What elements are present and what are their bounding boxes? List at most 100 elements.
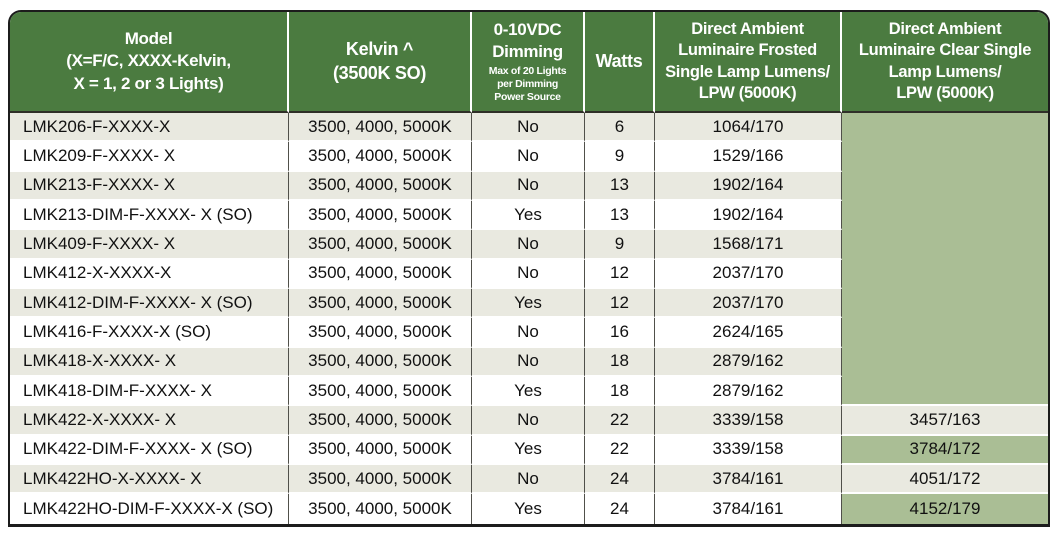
clear-lumens-merged-empty-cell	[842, 113, 1048, 407]
frosted-lumens-cell: 2037/170	[655, 259, 842, 290]
model-cell: LMK422HO-DIM-F-XXXX-X (SO)	[10, 494, 289, 524]
clear-lumens-cell: 4152/179	[842, 494, 1048, 524]
col-header-model-label: Model (X=F/C, XXXX-Kelvin, X = 1, 2 or 3…	[66, 29, 231, 93]
watts-cell: 13	[585, 201, 655, 231]
kelvin-cell: 3500, 4000, 5000K	[289, 171, 472, 202]
table-row: LMK422-X-XXXX- X 3500, 4000, 5000K No 22 333…	[10, 406, 1048, 436]
clear-lumens-cell: 4051/172	[842, 465, 1048, 495]
dimming-cell: No	[472, 171, 585, 202]
watts-cell: 18	[585, 377, 655, 407]
model-cell: LMK422-X-XXXX- X	[10, 406, 289, 436]
table-row: LMK422HO-X-XXXX- X 3500, 4000, 5000K No 24 3…	[10, 465, 1048, 495]
dimming-cell: No	[472, 318, 585, 348]
watts-cell: 16	[585, 318, 655, 348]
dimming-cell: No	[472, 259, 585, 290]
frosted-lumens-cell: 3784/161	[655, 494, 842, 524]
frosted-lumens-cell: 3339/158	[655, 406, 842, 436]
dimming-cell: Yes	[472, 435, 585, 466]
table-row: LMK412-X-XXXX-X 3500, 4000, 5000K No 12 2037…	[10, 259, 1048, 290]
col-header-kelvin-label: Kelvin ^ (3500K SO)	[332, 39, 427, 83]
kelvin-cell: 3500, 4000, 5000K	[289, 113, 472, 143]
col-header-kelvin: Kelvin ^ (3500K SO)	[289, 12, 472, 113]
table-row: LMK209-F-XXXX- X 3500, 4000, 5000K No 9 1529…	[10, 142, 1048, 172]
dimming-cell: No	[472, 230, 585, 260]
model-cell: LMK422HO-X-XXXX- X	[10, 465, 289, 495]
col-header-watts: Watts	[585, 12, 655, 113]
kelvin-cell: 3500, 4000, 5000K	[289, 435, 472, 466]
spec-table: Model (X=F/C, XXXX-Kelvin, X = 1, 2 or 3…	[8, 10, 1050, 527]
table-row: LMK418-X-XXXX- X 3500, 4000, 5000K No 18 287…	[10, 347, 1048, 378]
col-header-dimming: 0-10VDC Dimming Max of 20 Lights per Dim…	[472, 12, 585, 113]
watts-cell: 9	[585, 142, 655, 172]
table-row: LMK213-DIM-F-XXXX- X (SO) 3500, 4000, 500…	[10, 201, 1048, 231]
frosted-lumens-cell: 1902/164	[655, 171, 842, 202]
table-row: LMK416-F-XXXX-X (SO) 3500, 4000, 5000K No 1…	[10, 318, 1048, 348]
table-row: LMK422-DIM-F-XXXX- X (SO) 3500, 4000, 500…	[10, 435, 1048, 466]
watts-cell: 13	[585, 171, 655, 202]
frosted-lumens-cell: 3339/158	[655, 435, 842, 466]
col-header-model: Model (X=F/C, XXXX-Kelvin, X = 1, 2 or 3…	[10, 12, 289, 113]
kelvin-cell: 3500, 4000, 5000K	[289, 230, 472, 260]
watts-cell: 12	[585, 259, 655, 290]
model-cell: LMK418-X-XXXX- X	[10, 347, 289, 378]
kelvin-cell: 3500, 4000, 5000K	[289, 465, 472, 495]
watts-cell: 22	[585, 406, 655, 436]
dimming-cell: No	[472, 406, 585, 436]
frosted-lumens-cell: 1064/170	[655, 113, 842, 143]
col-header-dimming-note: Max of 20 Lights per Dimming Power Sourc…	[488, 64, 567, 104]
watts-cell: 12	[585, 289, 655, 319]
col-header-clear-lumens-label: Direct Ambient Luminaire Clear Single La…	[858, 20, 1032, 102]
model-cell: LMK213-F-XXXX- X	[10, 171, 289, 202]
col-header-dimming-label: 0-10VDC Dimming	[492, 19, 563, 61]
model-cell: LMK416-F-XXXX-X (SO)	[10, 318, 289, 348]
model-cell: LMK412-DIM-F-XXXX- X (SO)	[10, 289, 289, 319]
frosted-lumens-cell: 1529/166	[655, 142, 842, 172]
frosted-lumens-cell: 2624/165	[655, 318, 842, 348]
kelvin-cell: 3500, 4000, 5000K	[289, 406, 472, 436]
kelvin-cell: 3500, 4000, 5000K	[289, 377, 472, 407]
clear-lumens-cell: 3457/163	[842, 406, 1048, 436]
watts-cell: 6	[585, 113, 655, 143]
table-row: LMK422HO-DIM-F-XXXX-X (SO) 3500, 4000, 50…	[10, 494, 1048, 524]
col-header-watts-label: Watts	[595, 50, 643, 71]
frosted-lumens-cell: 2037/170	[655, 289, 842, 319]
table-body: LMK206-F-XXXX-X 3500, 4000, 5000K No 6 1064/…	[10, 113, 1048, 524]
table-header: Model (X=F/C, XXXX-Kelvin, X = 1, 2 or 3…	[10, 12, 1048, 113]
watts-cell: 24	[585, 465, 655, 495]
table-row: LMK213-F-XXXX- X 3500, 4000, 5000K No 13 190…	[10, 171, 1048, 202]
dimming-cell: No	[472, 113, 585, 143]
model-cell: LMK206-F-XXXX-X	[10, 113, 289, 143]
clear-lumens-cell: 3784/172	[842, 435, 1048, 466]
dimming-cell: Yes	[472, 377, 585, 407]
table-row: LMK418-DIM-F-XXXX- X 3500, 4000, 5000K Yes…	[10, 377, 1048, 407]
watts-cell: 22	[585, 435, 655, 466]
kelvin-cell: 3500, 4000, 5000K	[289, 318, 472, 348]
luminaire-spec-table: Model (X=F/C, XXXX-Kelvin, X = 1, 2 or 3…	[10, 12, 1048, 524]
kelvin-cell: 3500, 4000, 5000K	[289, 201, 472, 231]
model-cell: LMK409-F-XXXX- X	[10, 230, 289, 260]
dimming-cell: No	[472, 347, 585, 378]
table-row: LMK409-F-XXXX- X 3500, 4000, 5000K No 9 1568…	[10, 230, 1048, 260]
dimming-cell: No	[472, 465, 585, 495]
frosted-lumens-cell: 1568/171	[655, 230, 842, 260]
model-cell: LMK422-DIM-F-XXXX- X (SO)	[10, 435, 289, 466]
header-row: Model (X=F/C, XXXX-Kelvin, X = 1, 2 or 3…	[10, 12, 1048, 113]
watts-cell: 18	[585, 347, 655, 378]
frosted-lumens-cell: 3784/161	[655, 465, 842, 495]
kelvin-cell: 3500, 4000, 5000K	[289, 494, 472, 524]
dimming-cell: Yes	[472, 289, 585, 319]
model-cell: LMK213-DIM-F-XXXX- X (SO)	[10, 201, 289, 231]
frosted-lumens-cell: 2879/162	[655, 347, 842, 378]
frosted-lumens-cell: 2879/162	[655, 377, 842, 407]
table-row: LMK206-F-XXXX-X 3500, 4000, 5000K No 6 1064/…	[10, 113, 1048, 407]
kelvin-cell: 3500, 4000, 5000K	[289, 289, 472, 319]
kelvin-cell: 3500, 4000, 5000K	[289, 259, 472, 290]
col-header-frosted-lumens-label: Direct Ambient Luminaire Frosted Single …	[665, 20, 830, 102]
model-cell: LMK209-F-XXXX- X	[10, 142, 289, 172]
dimming-cell: Yes	[472, 494, 585, 524]
watts-cell: 9	[585, 230, 655, 260]
table-row: LMK412-DIM-F-XXXX- X (SO) 3500, 4000, 500…	[10, 289, 1048, 319]
watts-cell: 24	[585, 494, 655, 524]
model-cell: LMK418-DIM-F-XXXX- X	[10, 377, 289, 407]
col-header-clear-lumens: Direct Ambient Luminaire Clear Single La…	[842, 12, 1048, 113]
